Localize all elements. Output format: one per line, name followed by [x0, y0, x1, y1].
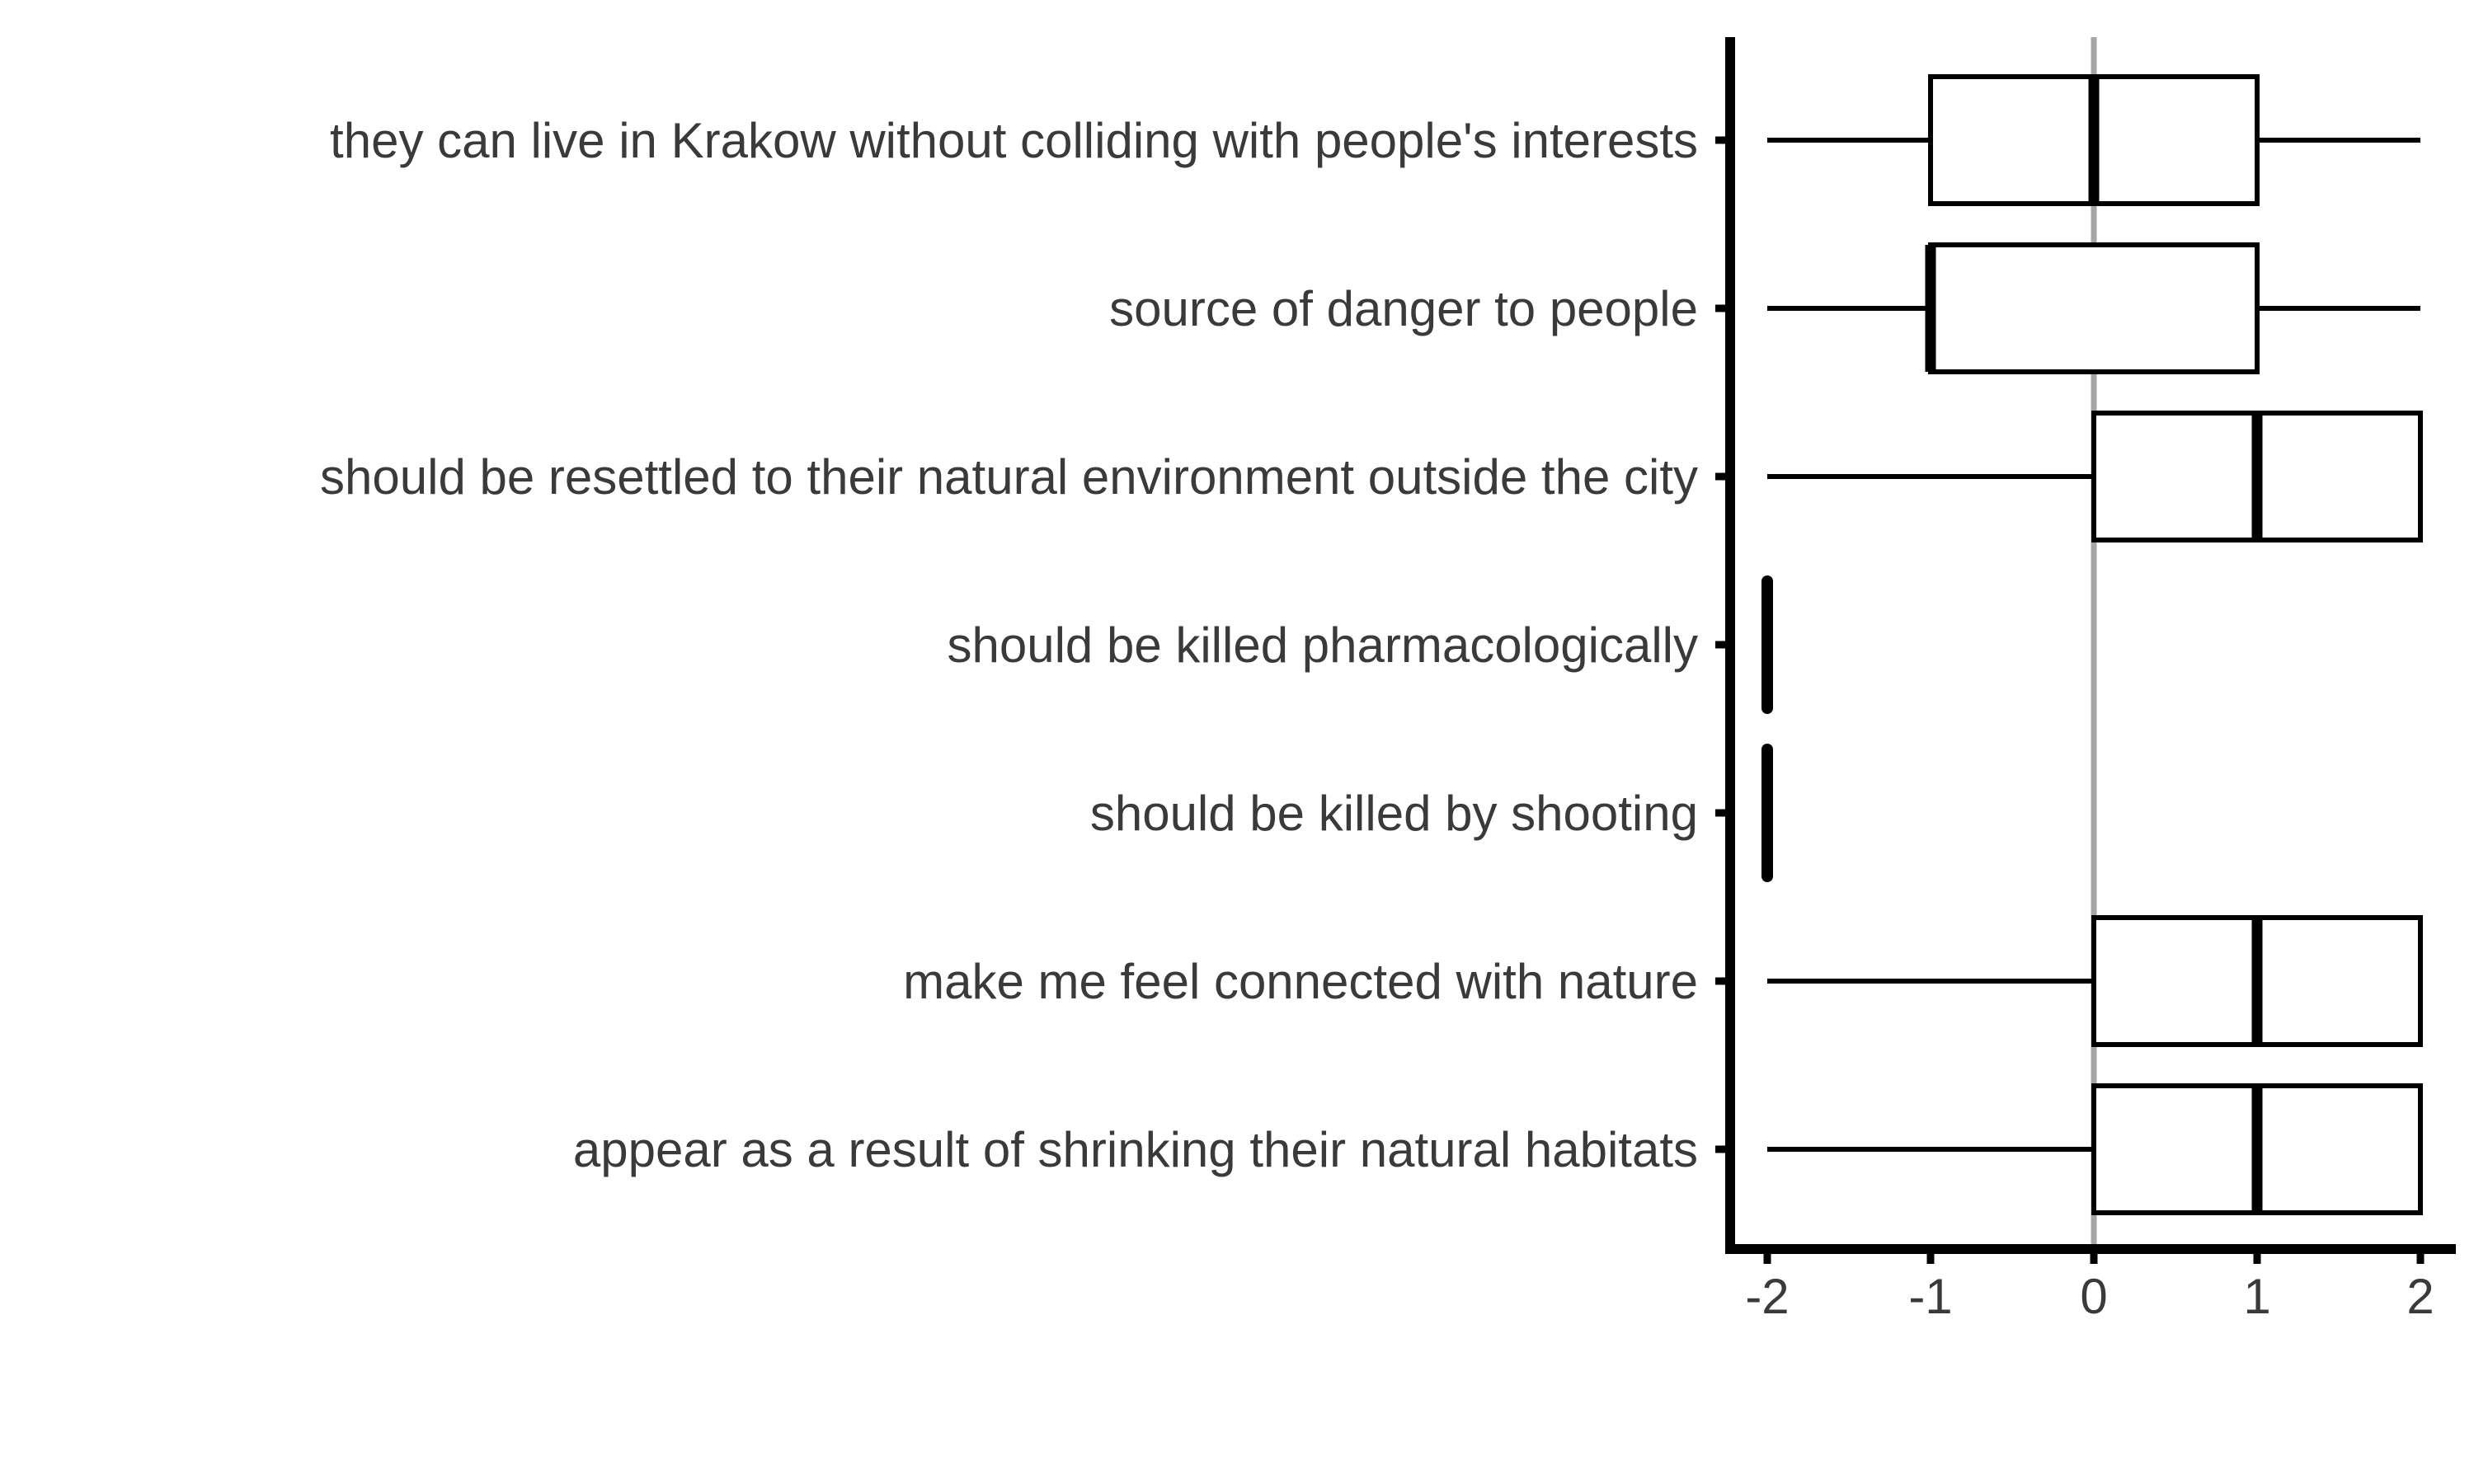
- iqr-box: [1928, 242, 2260, 374]
- x-tick-label: -1: [1908, 1269, 1952, 1324]
- category-label: source of danger to people: [1109, 281, 1698, 336]
- box-group-6: [1767, 1083, 2423, 1215]
- box-group-2: [1767, 411, 2423, 542]
- x-tick-label: 2: [2406, 1269, 2434, 1324]
- x-tick-label: 0: [2080, 1269, 2107, 1324]
- category-label: should be killed pharmacologically: [947, 618, 1698, 673]
- label-layer: they can live in Krakow without collidin…: [320, 113, 2434, 1324]
- category-label: appear as a result of shrinking their na…: [573, 1122, 1698, 1177]
- box-group-0: [1767, 74, 2420, 206]
- category-label: should be killed by shooting: [1090, 786, 1698, 841]
- box-group-5: [1767, 915, 2423, 1047]
- category-label: should be resettled to their natural env…: [320, 449, 1698, 505]
- axis-layer: [1715, 37, 2456, 1264]
- x-tick-label: -2: [1745, 1269, 1789, 1324]
- category-label: they can live in Krakow without collidin…: [330, 113, 1698, 168]
- box-group-1: [1767, 242, 2420, 374]
- x-tick-label: 1: [2243, 1269, 2270, 1324]
- box-layer: [1761, 74, 2423, 1215]
- category-label: make me feel connected with nature: [903, 954, 1698, 1009]
